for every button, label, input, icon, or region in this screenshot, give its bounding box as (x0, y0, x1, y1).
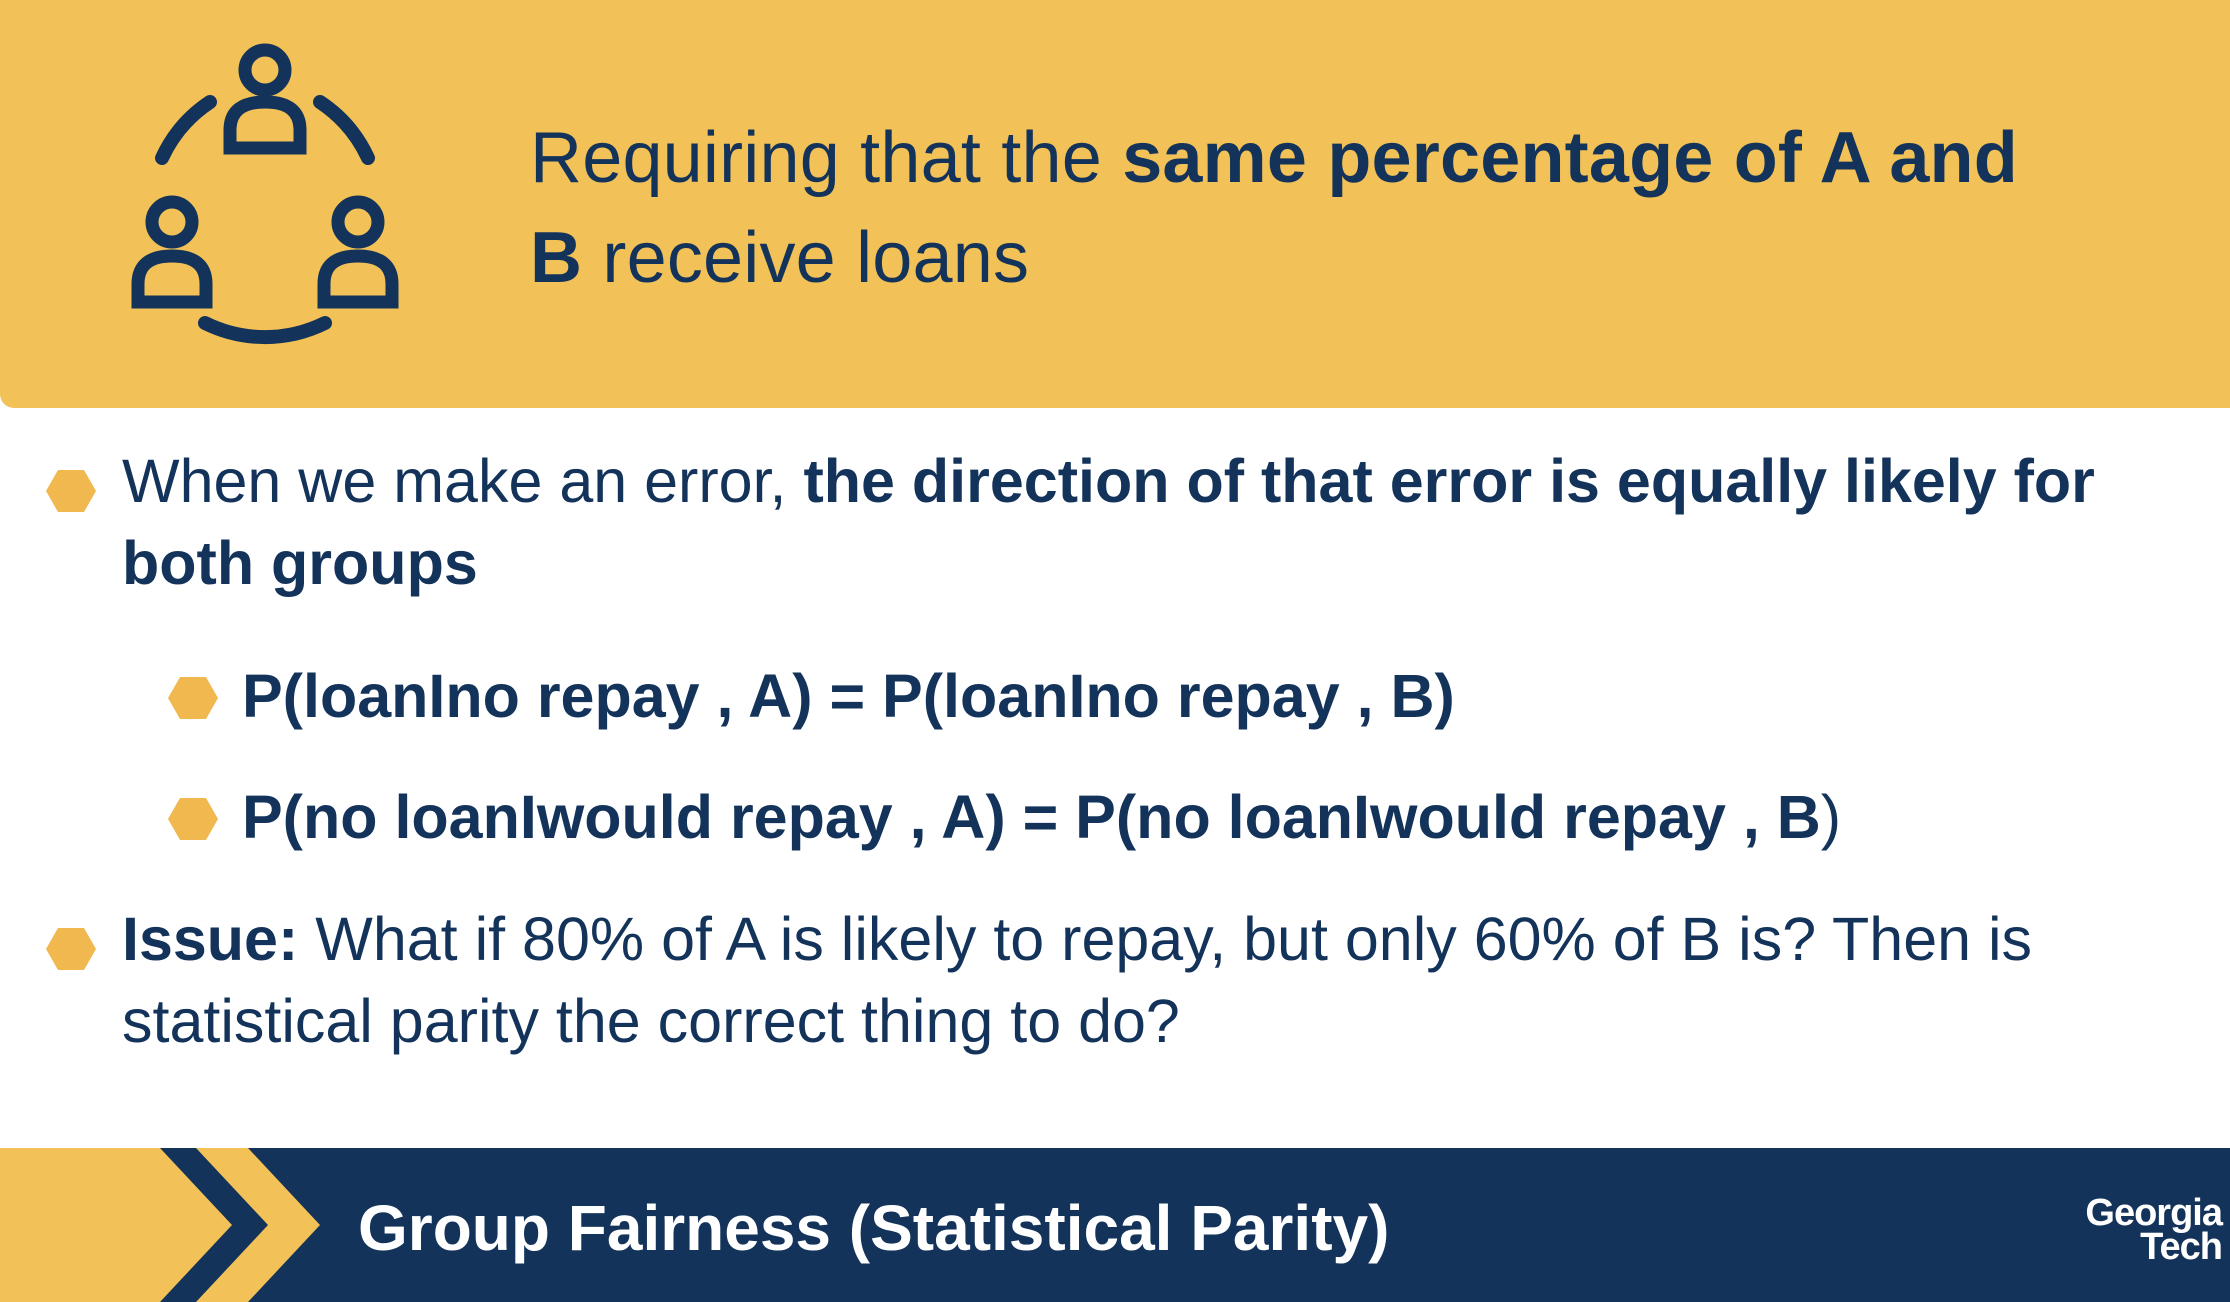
sub-bullet-no-loan-would-repay: P(no loanIwould repay , A) = P(no loanIw… (168, 776, 1841, 858)
footer-title: Group Fairness (Statistical Parity) (358, 1192, 1390, 1264)
hexagon-bullet-icon (168, 677, 218, 719)
bullet-error-direction: When we make an error, the direction of … (46, 440, 2166, 604)
formula-text: P(loanIno repay , A) = P(loanIno repay ,… (242, 662, 1455, 730)
georgia-tech-logo: Georgia Tech (2022, 1192, 2223, 1268)
title-plain-2: receive loans (582, 218, 1030, 298)
title-bold: same percentage of A and B (530, 118, 2018, 298)
group-network-icon (131, 43, 399, 344)
formula-main: P(no loanIwould repay , A) = P(no loanIw… (242, 783, 1821, 851)
title-plain-1: Requiring that the (530, 118, 1123, 198)
formula-close-paren: ) (1820, 783, 1842, 851)
issue-text: What if 80% of A is likely to repay, but… (122, 905, 2033, 1055)
bullet-plain: When we make an error, (122, 447, 804, 515)
bullet-issue: Issue: What if 80% of A is likely to rep… (46, 898, 2206, 1062)
hexagon-bullet-icon (46, 928, 96, 970)
logo-line-2: Tech (2140, 1226, 2223, 1268)
issue-label: Issue: (122, 905, 299, 973)
bullet-bold: the direction of that error is equally l… (122, 447, 2095, 597)
formula-text: P(no loanIwould repay , A) = P(no loanIw… (242, 776, 1841, 858)
bullet-text: Issue: What if 80% of A is likely to rep… (122, 898, 2206, 1062)
logo-line-1: Georgia (2085, 1192, 2223, 1234)
slide-header: Requiring that the same percentage of A … (0, 0, 2230, 408)
bullet-text: When we make an error, the direction of … (122, 440, 2166, 604)
slide-title: Requiring that the same percentage of A … (530, 108, 2090, 308)
chevron-decoration-icon (0, 1148, 320, 1302)
hexagon-bullet-icon (46, 470, 96, 512)
slide-footer: Group Fairness (Statistical Parity) Geor… (0, 1148, 2230, 1302)
sub-bullet-loan-no-repay: P(loanIno repay , A) = P(loanIno repay ,… (168, 655, 1455, 737)
hexagon-bullet-icon (168, 798, 218, 840)
